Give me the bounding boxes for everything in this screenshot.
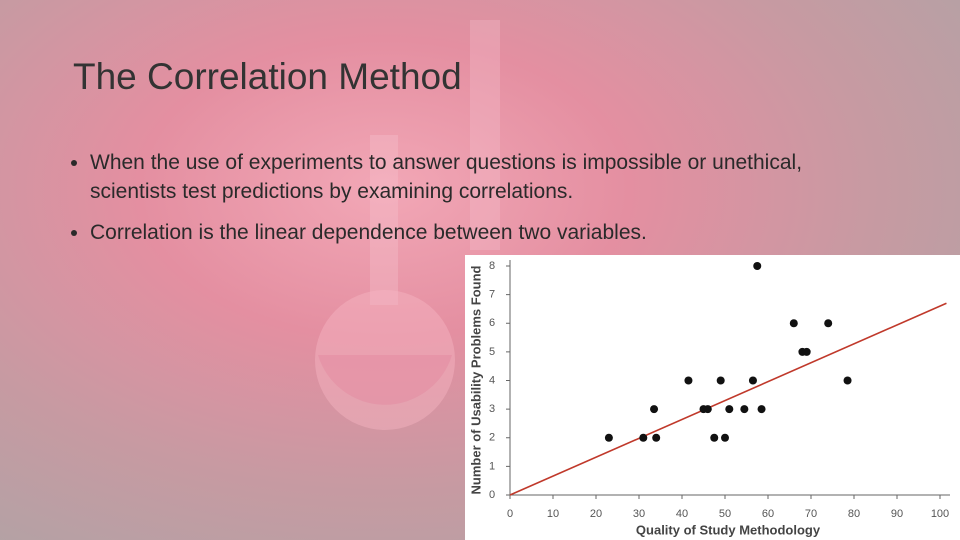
point [650,405,659,414]
point [843,376,852,385]
x-axis-title: Quality of Study Methodology [636,522,821,537]
point [716,376,725,385]
y-tick-label: 7 [489,289,495,301]
point [639,433,648,442]
point [703,405,712,414]
y-tick-label: 0 [489,489,495,501]
chart: Quality of Study Methodology Number of U… [465,255,960,540]
x-tick-label: 10 [547,508,559,520]
point [684,376,693,385]
point [802,347,811,356]
y-tick-label: 6 [489,317,495,329]
x-tick-label: 40 [676,508,688,520]
point [604,433,613,442]
point [748,376,757,385]
point [710,433,719,442]
x-tick-label: 0 [507,508,513,520]
y-tick-label: 3 [489,403,495,415]
point [725,405,734,414]
x-tick-label: 100 [931,508,949,520]
x-tick-label: 80 [848,508,860,520]
y-tick-label: 4 [489,374,495,386]
point [753,262,762,270]
y-axis-title: Number of Usability Problems Found [468,265,483,494]
bullet: When the use of experiments to answer qu… [90,148,870,206]
point [740,405,749,414]
x-tick-label: 70 [805,508,817,520]
bullet-list: When the use of experiments to answer qu… [72,148,870,259]
tube [470,20,500,250]
y-tick-label: 8 [489,260,495,272]
flask-neck [370,135,398,305]
point [652,433,661,442]
point [721,433,729,442]
bullet: Correlation is the linear dependence bet… [90,218,870,247]
point [789,319,798,328]
point [824,319,833,328]
x-tick-label: 20 [590,508,602,520]
flask-liquid [318,355,452,405]
x-tick-label: 90 [891,508,903,520]
x-tick-label: 50 [719,508,731,520]
x-tick-label: 30 [633,508,645,520]
x-tick-label: 60 [762,508,774,520]
y-tick-label: 2 [489,432,495,444]
point [757,405,766,414]
trend-line [509,302,947,496]
y-tick-label: 1 [489,460,495,472]
slide-title: The Correlation Method [73,56,462,97]
y-tick-label: 5 [489,346,495,358]
